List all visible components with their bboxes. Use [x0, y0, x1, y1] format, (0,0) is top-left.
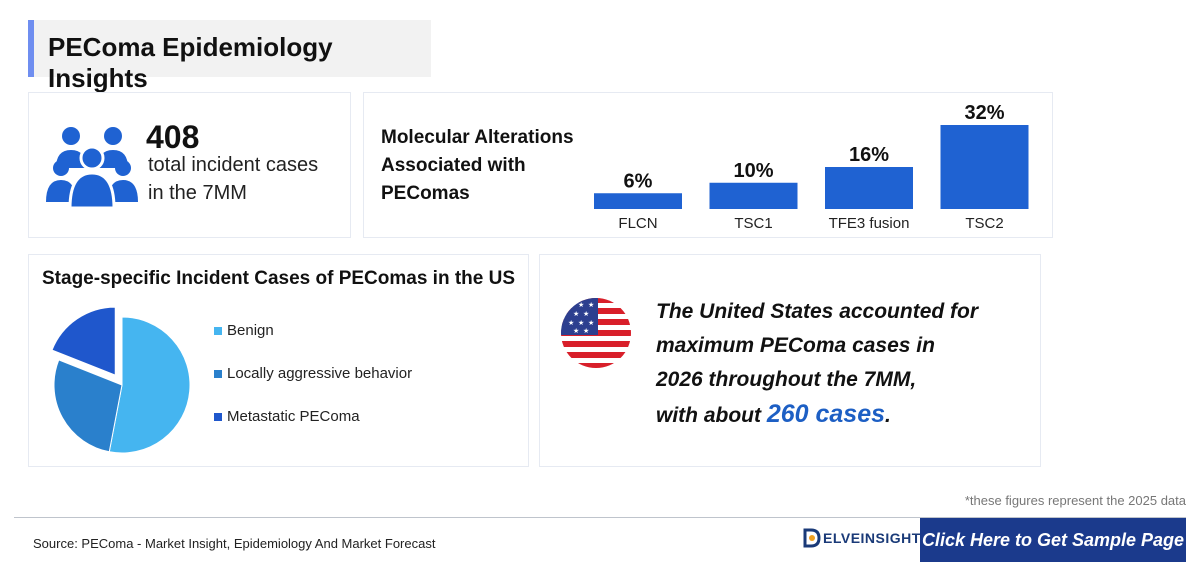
svg-text:★: ★: [583, 310, 589, 318]
bar: [594, 193, 682, 209]
data-year-footnote: *these figures represent the 2025 data: [964, 493, 1186, 508]
us-insight-text: The United States accounted for maximum …: [656, 295, 978, 433]
pie-slice: [51, 306, 116, 376]
us-insight-line: The United States accounted for: [656, 300, 979, 323]
stage-specific-card: Stage-specific Incident Cases of PEComas…: [28, 254, 529, 467]
logo-d-icon: [803, 528, 821, 548]
svg-text:★: ★: [588, 301, 594, 309]
people-group-icon: [46, 127, 138, 210]
molecular-title-line: Associated with: [381, 155, 526, 176]
bar: [940, 125, 1029, 209]
svg-text:★: ★: [573, 310, 579, 318]
legend-item: Benign: [214, 322, 274, 339]
us-insight-prefix: with about: [656, 404, 767, 427]
us-insight-highlight: 260 cases: [766, 400, 886, 428]
incident-cases-label-line2: in the 7MM: [148, 182, 247, 204]
bar-category-label: TSC1: [734, 215, 772, 232]
svg-text:★: ★: [578, 319, 584, 327]
legend-label: Metastatic PEComa: [227, 408, 360, 425]
bar-category-label: TSC2: [965, 215, 1003, 232]
us-insight-line: maximum PEComa cases in: [656, 334, 935, 357]
us-insight-suffix: .: [885, 404, 891, 427]
bar: [825, 167, 913, 209]
legend-item: Metastatic PEComa: [214, 408, 360, 425]
svg-text:★: ★: [583, 327, 589, 335]
legend-label: Locally aggressive behavior: [227, 365, 413, 382]
legend-label: Benign: [227, 322, 274, 339]
svg-text:★: ★: [568, 301, 574, 309]
delveinsight-logo[interactable]: ELVEINSIGHT: [803, 528, 921, 548]
bar-category-label: TFE3 fusion: [829, 215, 910, 232]
page-title: PEComa Epidemiology Insights: [48, 32, 333, 93]
molecular-alterations-card: Molecular Alterations Associated with PE…: [363, 92, 1053, 238]
stage-chart-title: Stage-specific Incident Cases of PEComas…: [42, 268, 516, 289]
incident-cases-number: 408: [146, 119, 200, 155]
footer-divider: [14, 517, 1186, 518]
bar-value-label: 6%: [624, 170, 653, 192]
legend-swatch: [214, 412, 222, 421]
molecular-title-line: PEComas: [381, 183, 470, 204]
svg-text:★: ★: [568, 319, 574, 327]
legend-swatch: [214, 369, 222, 378]
incident-cases-label-line1: total incident cases: [148, 154, 319, 176]
us-insight-line: 2026 throughout the 7MM,: [656, 368, 917, 391]
pie-slice: [108, 316, 191, 454]
svg-text:★: ★: [588, 319, 594, 327]
bar: [709, 182, 798, 209]
legend-item: Locally aggressive behavior: [214, 365, 412, 382]
us-insight-card: ★ ★ ★ ★ ★ ★ ★ ★ ★ ★ The United States accounte…: [539, 254, 1041, 467]
molecular-bar-chart: 6% FLCN 10% TSC1 16% TFE3 fusion 32% TSC2: [594, 102, 1029, 232]
get-sample-page-button[interactable]: Click Here to Get Sample Page: [920, 518, 1186, 562]
stage-pie-chart: [51, 306, 191, 454]
source-citation: Source: PEComa - Market Insight, Epidemi…: [33, 536, 436, 551]
bar-category-label: FLCN: [618, 215, 657, 232]
svg-text:★: ★: [573, 327, 579, 335]
logo-text: ELVEINSIGHT: [823, 530, 921, 546]
us-flag-icon: ★ ★ ★ ★ ★ ★ ★ ★ ★ ★: [561, 298, 631, 368]
molecular-alterations-title: Molecular Alterations Associated with PE…: [381, 124, 611, 208]
us-insight-line: with about 260 cases.: [656, 397, 978, 433]
bar-value-label: 16%: [849, 144, 889, 166]
bar-value-label: 10%: [733, 160, 773, 182]
incident-cases-card: 408 total incident cases in the 7MM: [28, 92, 351, 238]
bar-value-label: 32%: [964, 102, 1004, 124]
title-banner: PEComa Epidemiology Insights: [28, 20, 431, 93]
legend-swatch: [214, 326, 222, 335]
pie-slice: [53, 359, 123, 453]
molecular-title-line: Molecular Alterations: [381, 127, 574, 148]
svg-text:★: ★: [578, 301, 584, 309]
